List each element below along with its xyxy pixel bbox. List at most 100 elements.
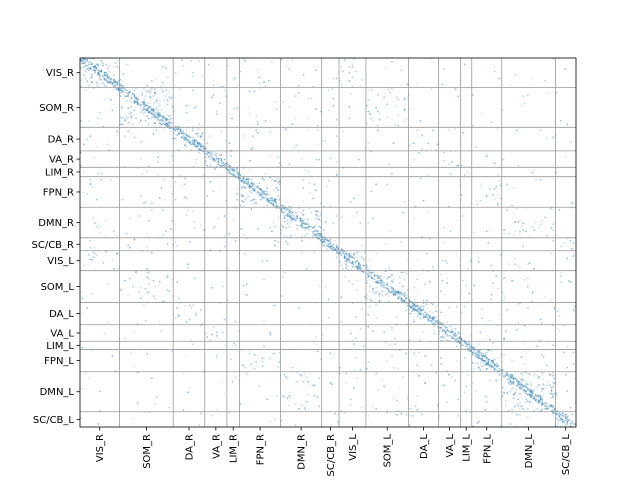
matrix-point	[433, 332, 436, 335]
matrix-point	[474, 145, 477, 148]
matrix-point	[81, 332, 84, 335]
matrix-point	[498, 357, 501, 360]
matrix-point	[394, 292, 397, 295]
matrix-point	[525, 230, 528, 233]
matrix-point	[182, 372, 185, 375]
x-tick-label: DA_R	[184, 434, 195, 460]
matrix-point	[261, 177, 264, 180]
matrix-point	[345, 263, 348, 266]
matrix-point	[446, 320, 449, 323]
matrix-point	[485, 351, 488, 354]
matrix-point	[180, 136, 183, 139]
matrix-point	[370, 89, 373, 92]
matrix-point	[241, 199, 243, 202]
matrix-point	[512, 279, 515, 282]
matrix-point	[86, 68, 89, 71]
matrix-point	[196, 131, 199, 134]
matrix-point	[381, 293, 384, 296]
matrix-point	[250, 183, 253, 186]
matrix-point	[163, 116, 166, 119]
matrix-point	[294, 95, 297, 98]
matrix-point	[218, 157, 221, 160]
matrix-point	[413, 318, 415, 321]
matrix-point	[560, 418, 562, 421]
matrix-point	[105, 75, 107, 78]
matrix-point	[457, 414, 460, 417]
matrix-point	[487, 242, 490, 244]
matrix-point	[286, 60, 289, 62]
matrix-point	[482, 359, 485, 362]
matrix-point	[94, 69, 96, 72]
matrix-point	[455, 338, 458, 341]
matrix-point	[258, 191, 261, 194]
matrix-point	[367, 89, 370, 92]
matrix-point	[433, 319, 436, 322]
matrix-point	[335, 135, 338, 138]
matrix-point	[190, 60, 193, 62]
matrix-point	[356, 251, 359, 254]
matrix-point	[558, 209, 561, 212]
matrix-point	[177, 128, 180, 131]
matrix-point	[444, 325, 447, 328]
matrix-point	[367, 98, 370, 101]
matrix-point	[432, 129, 434, 132]
matrix-point	[492, 359, 494, 362]
matrix-point	[304, 218, 306, 221]
matrix-point	[187, 141, 190, 143]
matrix-point	[522, 222, 524, 225]
matrix-point	[233, 218, 235, 221]
matrix-point	[154, 122, 156, 125]
matrix-point	[147, 277, 150, 280]
matrix-point	[544, 216, 547, 219]
matrix-point	[441, 83, 444, 86]
matrix-point	[353, 252, 355, 255]
matrix-point	[410, 306, 412, 309]
matrix-point	[109, 78, 112, 81]
matrix-point	[195, 132, 198, 135]
matrix-point	[160, 118, 163, 121]
matrix-point	[545, 235, 548, 237]
matrix-point	[308, 372, 311, 375]
matrix-point	[572, 423, 575, 425]
matrix-point	[495, 369, 498, 371]
matrix-point	[405, 309, 408, 311]
matrix-point	[386, 292, 389, 295]
matrix-point	[199, 412, 202, 415]
matrix-point	[150, 108, 153, 111]
matrix-point	[490, 298, 493, 301]
matrix-point	[367, 325, 370, 328]
matrix-point	[552, 385, 554, 388]
matrix-point	[419, 306, 422, 309]
matrix-point	[566, 390, 569, 393]
matrix-point	[462, 131, 464, 134]
matrix-point	[252, 203, 254, 206]
matrix-point	[155, 77, 158, 80]
matrix-point	[106, 283, 109, 286]
matrix-point	[427, 313, 430, 316]
matrix-point	[253, 183, 256, 186]
matrix-point	[340, 296, 343, 299]
matrix-point	[552, 223, 554, 226]
matrix-point	[485, 230, 488, 233]
matrix-point	[361, 268, 363, 270]
matrix-point	[451, 161, 453, 163]
matrix-point	[376, 110, 379, 113]
matrix-point	[394, 293, 397, 296]
matrix-point	[286, 397, 289, 400]
matrix-point	[206, 164, 209, 167]
matrix-point	[503, 229, 506, 232]
matrix-point	[271, 203, 273, 206]
matrix-point	[566, 414, 569, 417]
matrix-point	[520, 405, 523, 408]
matrix-point	[132, 114, 134, 116]
matrix-point	[367, 360, 370, 363]
matrix-point	[267, 201, 270, 203]
matrix-point	[422, 309, 425, 311]
matrix-point	[520, 386, 523, 389]
matrix-point	[83, 74, 85, 76]
matrix-point	[359, 84, 362, 87]
matrix-point	[348, 105, 351, 108]
matrix-point	[359, 222, 362, 225]
matrix-point	[231, 380, 234, 383]
matrix-point	[155, 98, 158, 101]
